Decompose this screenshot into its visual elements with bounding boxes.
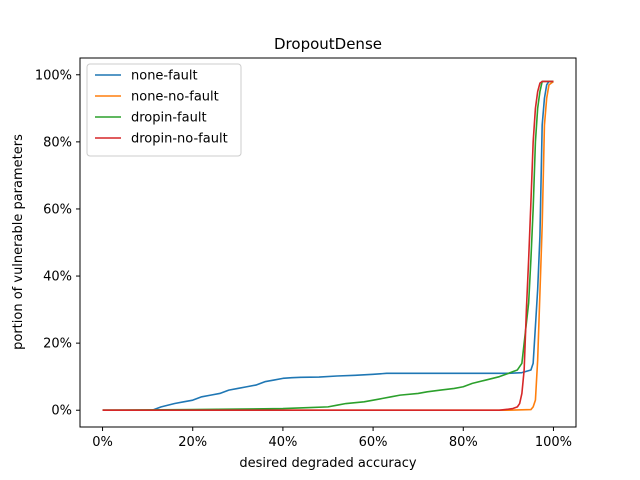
y-tick-label: 0% [51,404,72,419]
y-axis-label: portion of vulnerable parameters [11,134,26,350]
legend: none-fault none-no-fault dropin-fault dropi… [86,63,242,157]
series-line-none-no-fault [102,80,554,412]
chart-title: DropoutDense [274,35,382,53]
plot-frame [79,57,577,428]
legend-label-none-no-fault: none-no-fault [131,90,219,105]
legend-label-none-fault: none-fault [131,69,198,84]
x-tick-label: 20% [178,435,207,450]
x-tick-label: 0% [92,435,113,450]
x-axis-label: desired degraded accuracy [239,456,416,471]
x-axis-ticks: 0% 20% 40% 60% 80% 100% [92,427,572,450]
legend-box [86,63,242,157]
y-tick-label: 100% [35,68,72,83]
series-line-dropin-no-fault [102,80,554,412]
series-line-dropin-fault [102,80,554,412]
y-tick-label: 20% [43,337,72,352]
x-tick-label: 80% [449,435,478,450]
series-group [102,80,554,412]
x-tick-label: 40% [268,435,297,450]
x-tick-label: 60% [359,435,388,450]
y-tick-label: 40% [43,270,72,285]
y-tick-label: 80% [43,135,72,150]
y-tick-label: 60% [43,202,72,217]
series-line-none-fault [102,80,554,412]
y-axis-ticks: 0% 20% 40% 60% 80% 100% [35,68,80,419]
legend-label-dropin-no-fault: dropin-no-fault [131,132,228,147]
legend-label-dropin-fault: dropin-fault [131,111,207,126]
x-tick-label: 100% [535,435,572,450]
